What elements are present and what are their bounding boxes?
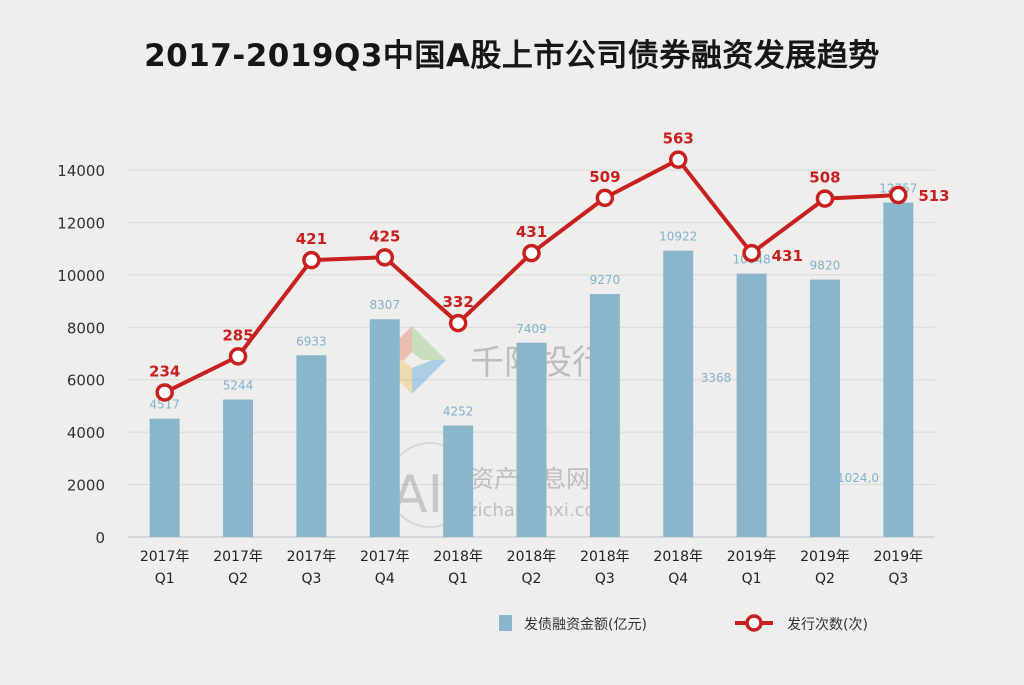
x-tick-label: Q1 — [155, 571, 175, 587]
x-tick-label: 2017年 — [287, 549, 337, 565]
line-series: 234 285 421 425 332 431 509 563 431 508 513 — [149, 130, 950, 402]
bar-value-labels: 4517524469338307425274099270109221004898… — [149, 182, 917, 419]
bar — [516, 342, 547, 537]
brand-watermark: 千际投行 — [378, 326, 606, 394]
y-tick-label: 4000 — [67, 424, 105, 442]
x-tick-label: 2019年 — [873, 549, 923, 565]
line-value-label: 513 — [918, 187, 949, 205]
y-tick-label: 0 — [95, 529, 105, 547]
legend-item-bar: 发债融资金额(亿元) — [499, 615, 647, 633]
legend-line-label: 发行次数(次) — [787, 617, 868, 633]
bar — [223, 399, 254, 537]
bar — [883, 202, 914, 537]
x-tick-label: 2018年 — [507, 549, 557, 565]
line-point — [302, 250, 321, 270]
legend-item-line: 发行次数(次) — [735, 614, 868, 633]
x-tick-label: 2017年 — [213, 549, 263, 565]
bar-series — [149, 202, 914, 538]
line-value-label: 431 — [516, 223, 547, 241]
x-tick-label: Q4 — [668, 571, 688, 587]
y-tick-label: 8000 — [67, 319, 105, 337]
x-tick-label: Q2 — [815, 571, 835, 587]
y-tick-label: 14000 — [57, 162, 105, 180]
line-point — [742, 243, 761, 263]
bar-value-label: 4517 — [149, 398, 180, 412]
x-tick-label: Q2 — [522, 571, 542, 587]
y-tick-label: 6000 — [67, 372, 105, 390]
bar — [736, 273, 767, 537]
line-point — [815, 189, 835, 208]
line-value-label: 509 — [589, 168, 620, 186]
line-point — [668, 150, 688, 169]
chart-title: 2017-2019Q3中国A股上市公司债券融资发展趋势 — [144, 38, 880, 74]
x-tick-label: 2017年 — [360, 549, 410, 565]
line-point — [595, 188, 615, 208]
legend-line-marker — [745, 614, 763, 632]
y-tick-label: 12000 — [57, 214, 105, 232]
x-axis: 2017年 Q1 2017年 Q2 2017年 Q3 2017年 Q4 2018年 Q1 2018年… — [140, 549, 923, 587]
x-tick-label: 2018年 — [580, 549, 630, 565]
line-point — [448, 313, 468, 333]
line-value-label: 332 — [442, 293, 473, 311]
bar-value-label: 9820 — [810, 259, 841, 273]
y-axis: 0 2000 4000 6000 8000 10000 12000 14000 — [57, 162, 105, 547]
x-tick-label: 2017年 — [140, 549, 190, 565]
bar — [149, 418, 180, 537]
x-tick-label: Q3 — [595, 571, 615, 587]
bar-value-label: 10922 — [659, 230, 697, 244]
bar-value-label: 9270 — [590, 273, 621, 287]
bar-value-label: 7409 — [516, 322, 547, 336]
line-point — [375, 248, 395, 267]
line-value-label: 508 — [809, 169, 840, 187]
bar — [369, 319, 400, 537]
x-tick-label: 2018年 — [433, 549, 483, 565]
x-tick-label: 2019年 — [800, 549, 850, 565]
bar-value-label: 5244 — [223, 379, 254, 393]
x-tick-label: 2018年 — [653, 549, 703, 565]
legend-bar-label: 发债融资金额(亿元) — [524, 617, 647, 633]
line-value-label: 431 — [772, 247, 803, 265]
bar-value-label: 8307 — [369, 298, 400, 312]
line-value-label: 285 — [222, 326, 253, 344]
y-tick-label: 10000 — [57, 267, 105, 285]
site-watermark: AI 资产信息网 zichanxinxi.com — [387, 442, 613, 528]
line-value-label: 421 — [296, 230, 327, 248]
x-tick-label: Q3 — [301, 571, 321, 587]
line-value-label: 425 — [369, 227, 400, 245]
bar — [296, 355, 327, 537]
x-tick-label: Q1 — [448, 571, 468, 587]
legend-bar-swatch — [499, 615, 512, 631]
x-tick-label: Q2 — [228, 571, 248, 587]
legend: 发债融资金额(亿元) 发行次数(次) — [499, 614, 868, 633]
line-value-label: 234 — [149, 362, 180, 380]
bar — [589, 293, 620, 537]
bar — [443, 425, 474, 537]
stray-label: 3368 — [701, 371, 732, 385]
line-value-label: 563 — [663, 130, 694, 148]
bar — [663, 250, 694, 538]
y-tick-label: 2000 — [67, 477, 105, 495]
x-tick-label: Q4 — [375, 571, 395, 587]
bar-value-label: 6933 — [296, 334, 327, 348]
line-point — [889, 185, 908, 205]
x-tick-label: Q3 — [888, 571, 908, 587]
site-watermark-letters: AI — [392, 465, 443, 525]
x-tick-label: Q1 — [742, 571, 762, 587]
bar-value-label: 4252 — [443, 405, 474, 419]
line-point — [522, 243, 541, 263]
line-point — [228, 347, 248, 366]
x-tick-label: 2019年 — [727, 549, 777, 565]
line-point — [155, 383, 174, 402]
stray-label: 1024,0 — [837, 471, 879, 485]
bar — [809, 279, 840, 537]
